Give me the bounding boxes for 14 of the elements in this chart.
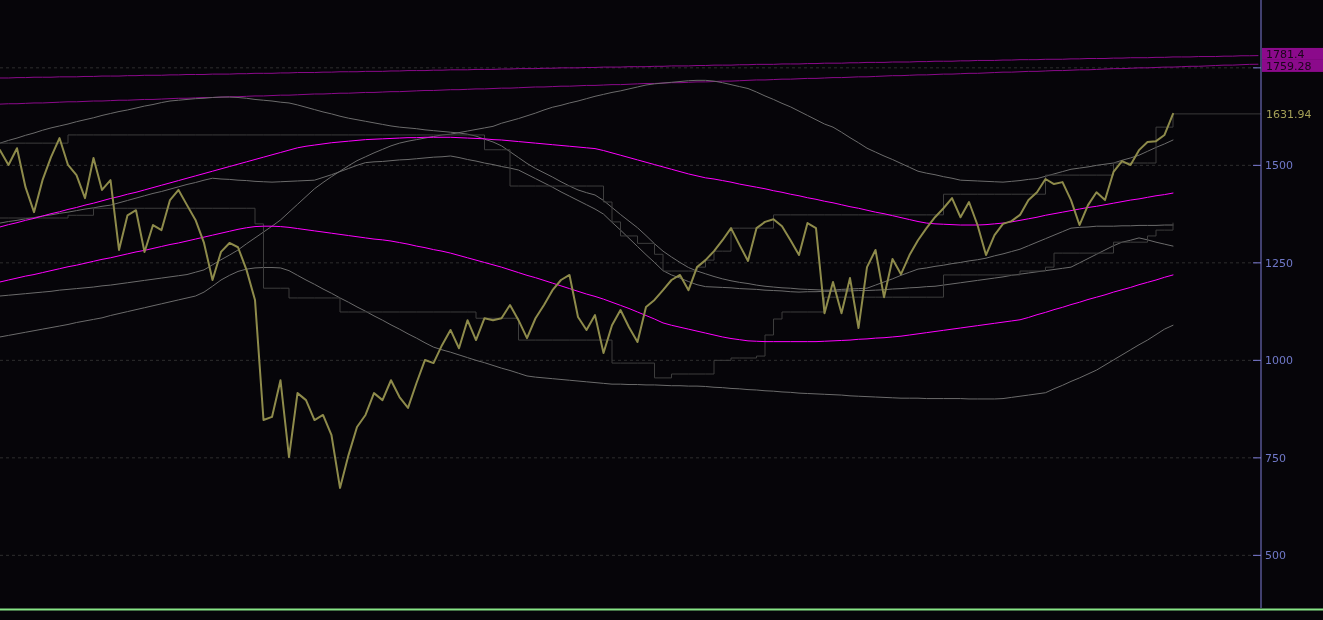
line-series	[0, 225, 1174, 343]
data-label: 1631.94	[1266, 107, 1312, 121]
y-tick-label: 1000	[1265, 354, 1293, 368]
data-label: 1781.4	[1266, 47, 1305, 61]
line-series	[0, 63, 1259, 105]
data-label: 1759.28	[1266, 59, 1312, 73]
line-series	[0, 267, 1174, 400]
y-tick-label: 1500	[1265, 159, 1293, 173]
y-tick-label: 1250	[1265, 256, 1293, 270]
line-series	[0, 136, 1174, 228]
y-tick-label: 750	[1265, 451, 1286, 465]
line-series	[0, 55, 1259, 79]
y-tick-label: 500	[1265, 549, 1286, 563]
line-series	[0, 112, 1174, 489]
